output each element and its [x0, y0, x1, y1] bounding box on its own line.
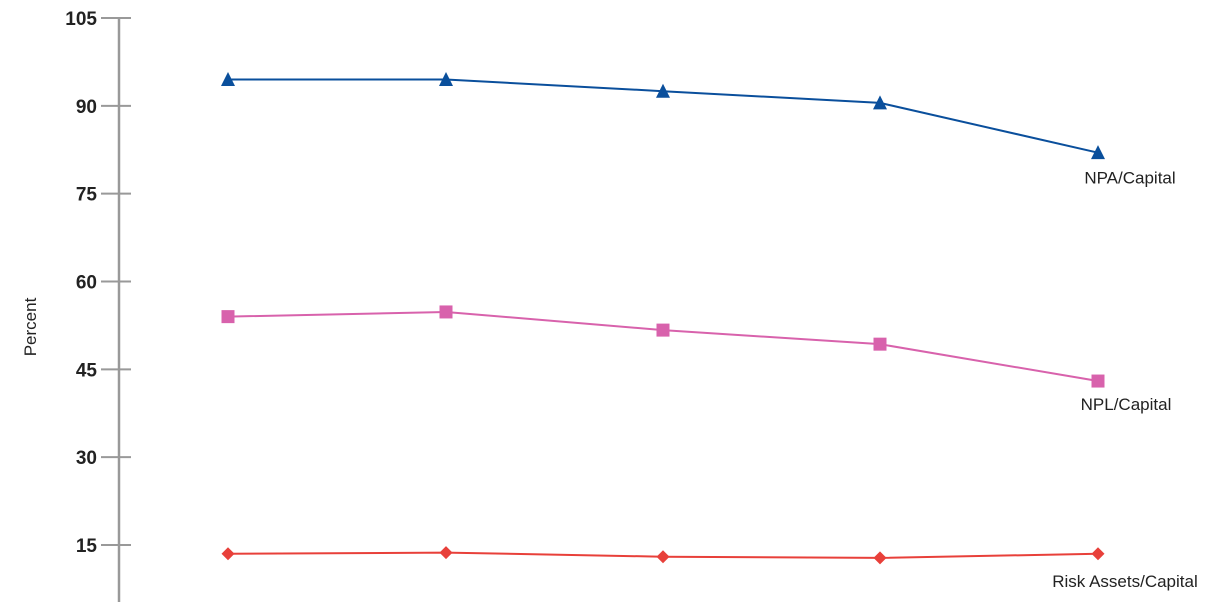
- data-point-square: [439, 305, 453, 319]
- series-npl-capital: [221, 305, 1105, 388]
- y-axis: 15 30 45 60 75 90 105: [65, 9, 131, 602]
- series-label: NPA/Capital: [1084, 169, 1175, 188]
- data-point-diamond: [221, 547, 235, 561]
- series-npa-capital: [221, 71, 1105, 160]
- series-line: [227, 310, 1099, 383]
- data-point-square: [873, 337, 887, 351]
- series-group: [221, 71, 1105, 565]
- y-tick-label: 75: [76, 185, 98, 206]
- data-point-triangle: [1091, 145, 1105, 160]
- data-point-square: [1091, 374, 1105, 388]
- series-label: NPL/Capital: [1081, 395, 1172, 414]
- data-point-diamond: [656, 550, 670, 564]
- y-tick-label: 45: [76, 360, 98, 381]
- y-tick-label: 90: [76, 97, 97, 118]
- data-point-diamond: [1091, 547, 1105, 561]
- data-point-diamond: [873, 551, 887, 565]
- y-tick-label: 15: [76, 536, 98, 557]
- y-tick-label: 105: [65, 9, 97, 30]
- data-point-triangle: [439, 71, 453, 86]
- data-point-square: [221, 310, 235, 324]
- data-point-diamond: [439, 546, 453, 560]
- y-tick-label: 60: [76, 273, 97, 294]
- y-axis-title: Percent: [21, 297, 40, 356]
- y-tick-label: 30: [76, 448, 97, 469]
- data-point-triangle: [656, 83, 670, 98]
- data-point-triangle: [221, 71, 235, 86]
- series-risk-assets-capital: [221, 546, 1105, 565]
- data-point-square: [656, 323, 670, 337]
- data-point-triangle: [873, 95, 887, 110]
- series-labels: NPA/Capital NPL/Capital Risk Assets/Capita…: [1052, 169, 1198, 591]
- series-label: Risk Assets/Capital: [1052, 572, 1198, 591]
